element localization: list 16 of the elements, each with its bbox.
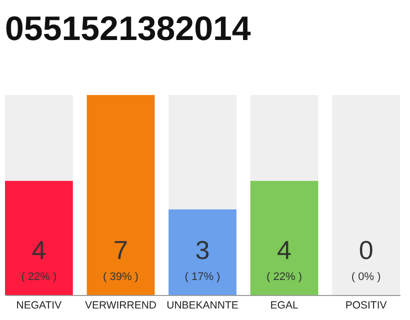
data-label: 3 [195,235,210,265]
chart-title: 0551521382014 [5,10,251,48]
data-label: 4 [277,235,292,265]
x-tick-label: UNBEKANNTE [166,300,238,312]
annotation: ( 39% ) [102,271,138,283]
data-label: 4 [32,235,46,265]
annotation: 0 [358,235,374,265]
x-tick-label: VERWIRREND [84,300,157,312]
annotation: ( 0% ) [351,271,381,283]
x-tick-label: POSITIV [345,300,387,312]
x-tick-label: EGAL [270,300,298,312]
data-label: 7 [113,235,128,265]
annotation: ( 17% ) [184,271,220,283]
x-tick-label: NEGATIV [16,300,62,312]
annotation: ( 22% ) [21,271,57,283]
annotation: ( 22% ) [266,271,302,283]
